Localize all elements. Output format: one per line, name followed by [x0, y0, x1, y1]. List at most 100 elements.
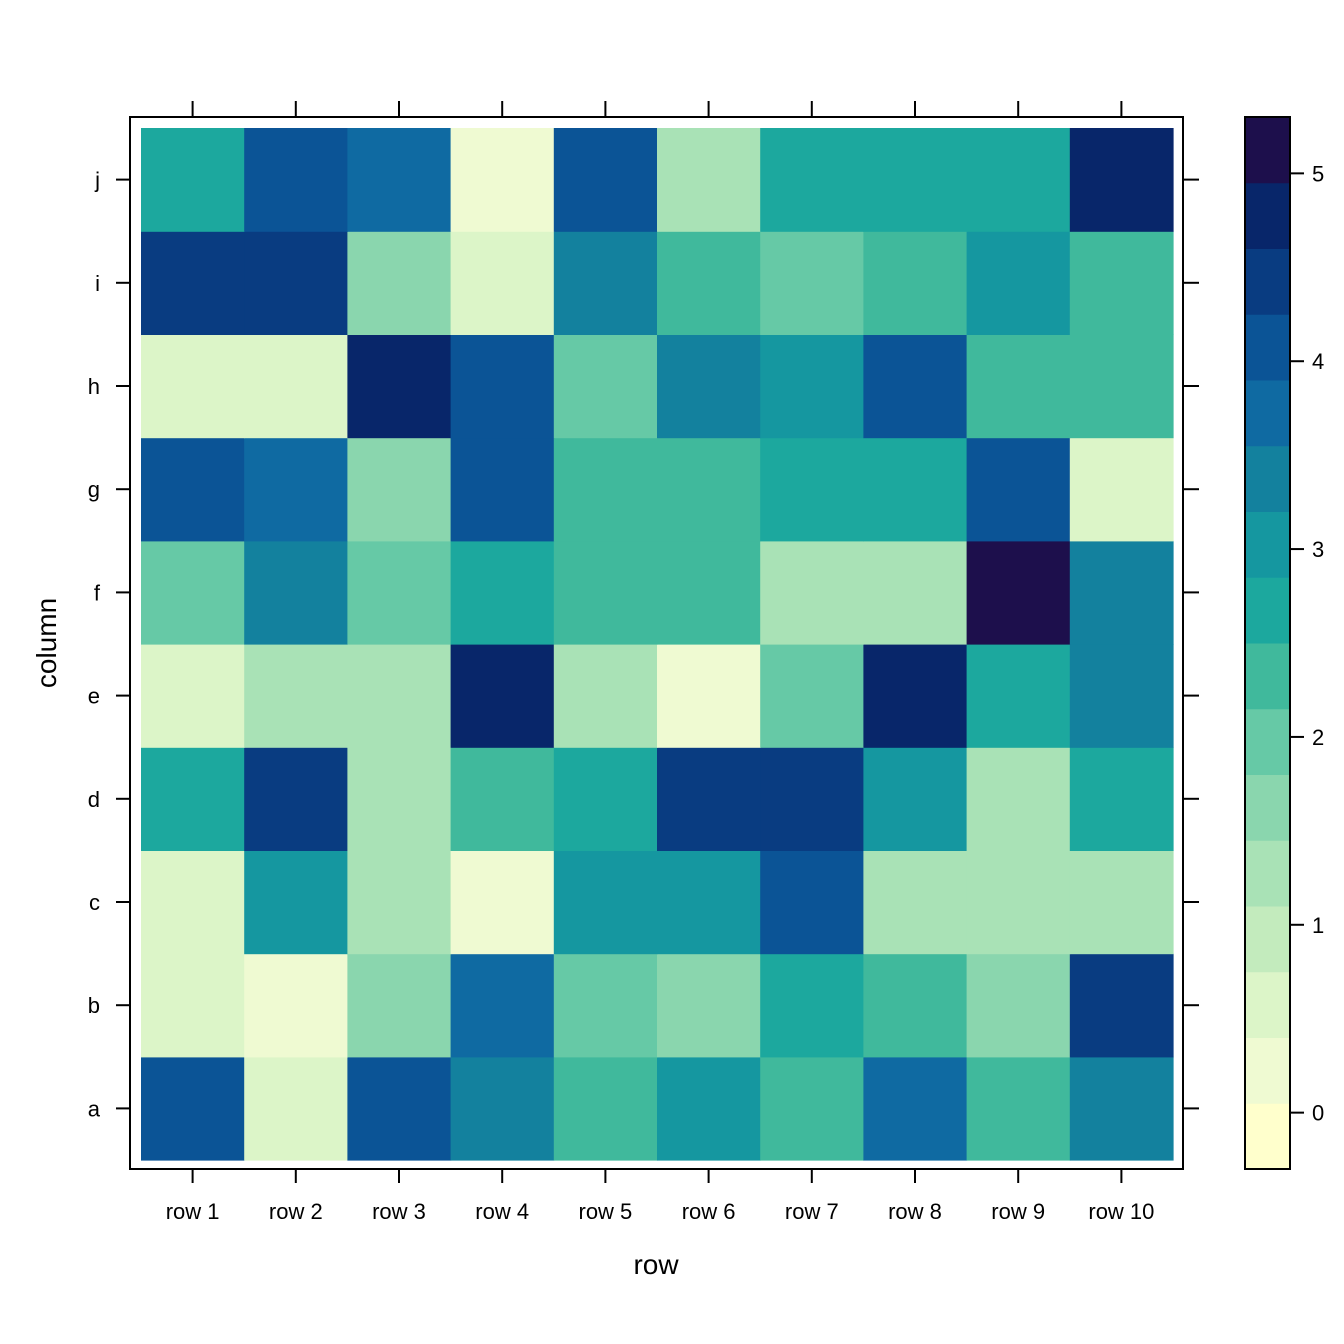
heatmap-cell-row-2-f: [244, 540, 348, 645]
heatmap-cell-row-10-j: [1069, 128, 1174, 232]
colorbar-swatch: [1245, 380, 1290, 447]
colorbar-frame: [1244, 116, 1291, 1170]
heatmap-cell-row-8-f: [863, 540, 968, 645]
heatmap-cell-row-9-h: [966, 334, 1071, 439]
heatmap-cell-row-3-g: [347, 437, 452, 542]
heatmap-cell-row-3-d: [347, 747, 452, 851]
x-tick-label: row 3: [372, 1199, 426, 1224]
heatmap-cell-row-1-j: [141, 128, 245, 232]
x-tick-label: row 6: [682, 1199, 736, 1224]
x-tick-label: row 2: [269, 1199, 323, 1224]
x-tick-label: row 5: [579, 1199, 633, 1224]
heatmap-cell-row-5-c: [553, 850, 658, 955]
heatmap-cell-row-6-j: [657, 128, 761, 232]
heatmap-cell-row-2-j: [244, 128, 348, 232]
heatmap-cell-row-10-b: [1069, 953, 1174, 1058]
y-tick-label: i: [95, 271, 100, 296]
heatmap-cell-row-9-b: [966, 953, 1071, 1058]
y-axis: a b c d e f g h i j: [88, 168, 1199, 1121]
heatmap-cell-row-9-c: [966, 850, 1071, 955]
heatmap-cell-row-1-i: [141, 231, 245, 335]
heatmap-cell-row-4-f: [450, 540, 555, 645]
heatmap-cell-row-5-g: [553, 437, 658, 542]
colorbar-swatch: [1245, 445, 1290, 512]
heatmap-cell-row-7-h: [760, 334, 864, 439]
colorbar-swatch: [1245, 906, 1290, 973]
colorbar-tick-label: 1: [1312, 913, 1324, 938]
heatmap-cell-row-3-b: [347, 953, 452, 1058]
colorbar-swatch: [1245, 248, 1290, 315]
x-axis-title: row: [633, 1249, 679, 1280]
heatmap-cell-row-5-j: [553, 128, 658, 232]
heatmap-cell-row-8-h: [863, 334, 968, 439]
x-axis: row 1 row 2 row 3 row 4 row 5 row 6 row 7 row 8…: [166, 101, 1154, 1224]
colorbar-tick-label: 5: [1312, 161, 1324, 186]
heatmap-cell-row-6-i: [657, 231, 761, 335]
heatmap-cell-row-7-f: [760, 540, 864, 645]
y-tick-label: b: [88, 993, 100, 1018]
heatmap-cell-row-7-i: [760, 231, 864, 335]
x-tick-label: row 10: [1088, 1199, 1154, 1224]
colorbar-swatch: [1245, 708, 1290, 775]
heatmap-cell-row-8-a: [863, 1056, 968, 1161]
heatmap-cell-row-5-e: [553, 644, 658, 748]
heatmap-cell-row-6-a: [657, 1056, 761, 1161]
heatmap-cell-row-4-e: [450, 644, 555, 748]
heatmap-cell-row-9-d: [966, 747, 1071, 851]
heatmap-cell-row-1-g: [141, 437, 245, 542]
y-tick-label: e: [88, 684, 100, 709]
heatmap-cell-row-9-i: [966, 231, 1071, 335]
heatmap-cell-row-8-i: [863, 231, 968, 335]
heatmap-cell-row-6-h: [657, 334, 761, 439]
heatmap-cell-row-6-c: [657, 850, 761, 955]
heatmap-cell-row-1-b: [141, 953, 245, 1058]
heatmap-cell-row-1-h: [141, 334, 245, 439]
heatmap-cell-row-5-f: [553, 540, 658, 645]
heatmap-cell-row-7-b: [760, 953, 864, 1058]
heatmap-cell-row-5-d: [553, 747, 658, 851]
colorbar-swatch: [1245, 840, 1290, 907]
colorbar-swatch: [1245, 774, 1290, 841]
y-tick-label: d: [88, 787, 100, 812]
colorbar: 0 1 2 3 4 5: [1244, 116, 1324, 1170]
heatmap-cell-row-8-e: [863, 644, 968, 748]
heatmap-cell-row-1-a: [141, 1056, 245, 1161]
colorbar-tick-label: 2: [1312, 725, 1324, 750]
heatmap-cell-row-4-j: [450, 128, 555, 232]
heatmap-cell-row-9-g: [966, 437, 1071, 542]
heatmap-cell-row-2-d: [244, 747, 348, 851]
heatmap-cell-row-1-d: [141, 747, 245, 851]
heatmap-cell-row-7-j: [760, 128, 864, 232]
heatmap-cell-row-4-g: [450, 437, 555, 542]
heatmap-cell-row-3-a: [347, 1056, 452, 1161]
colorbar-swatch: [1245, 1037, 1290, 1104]
heatmap-cell-row-4-h: [450, 334, 555, 439]
x-tick-label: row 8: [888, 1199, 942, 1224]
y-tick-label: f: [94, 580, 101, 605]
colorbar-tick-label: 4: [1312, 349, 1324, 374]
y-tick-label: h: [88, 374, 100, 399]
colorbar-swatch: [1245, 577, 1290, 644]
heatmap-cell-row-3-h: [347, 334, 452, 439]
heatmap-cell-row-5-b: [553, 953, 658, 1058]
heatmap-cell-row-5-h: [553, 334, 658, 439]
heatmap-cell-row-8-d: [863, 747, 968, 851]
x-tick-label: row 4: [475, 1199, 529, 1224]
heatmap-cell-row-10-g: [1069, 437, 1174, 542]
heatmap-cell-row-8-c: [863, 850, 968, 955]
heatmap-cell-row-3-c: [347, 850, 452, 955]
heatmap-cell-row-2-b: [244, 953, 348, 1058]
heatmap-cell-row-10-d: [1069, 747, 1174, 851]
x-tick-label: row 9: [991, 1199, 1045, 1224]
heatmap-cell-row-2-h: [244, 334, 348, 439]
heatmap-cell-row-4-d: [450, 747, 555, 851]
heatmap-cell-row-7-g: [760, 437, 864, 542]
heatmap-cell-row-4-i: [450, 231, 555, 335]
heatmap-cell-row-1-f: [141, 540, 245, 645]
heatmap-cell-row-8-g: [863, 437, 968, 542]
heatmap-cell-row-2-c: [244, 850, 348, 955]
heatmap-cell-row-10-c: [1069, 850, 1174, 955]
heatmap-cell-row-3-j: [347, 128, 452, 232]
heatmap-cell-row-3-f: [347, 540, 452, 645]
